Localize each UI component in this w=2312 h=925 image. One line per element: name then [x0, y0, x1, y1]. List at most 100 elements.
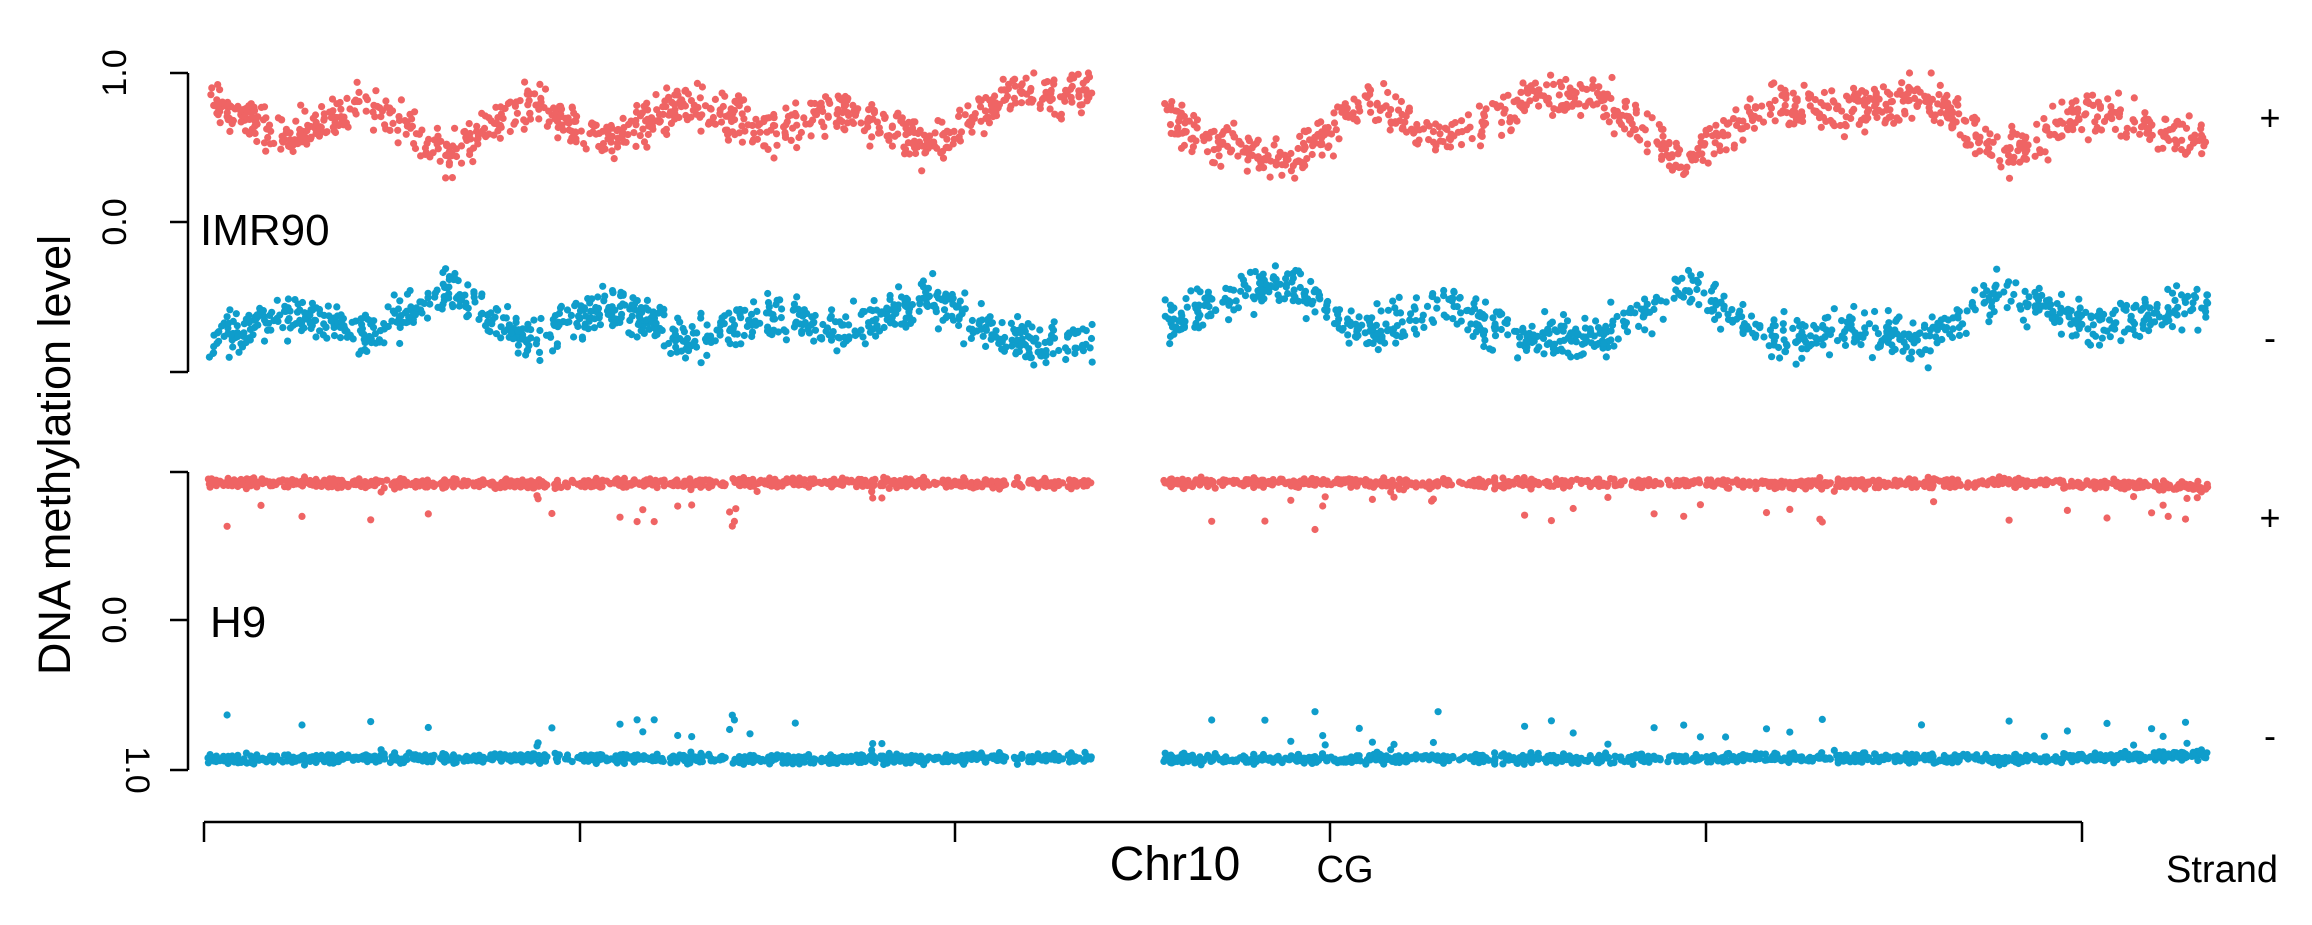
data-point: [1643, 148, 1651, 156]
data-point: [533, 336, 541, 344]
data-point: [1939, 102, 1947, 110]
data-point: [1066, 75, 1074, 83]
data-point: [1551, 326, 1559, 334]
data-point: [2078, 126, 2086, 134]
data-point: [2091, 127, 2099, 135]
data-point: [1563, 317, 1572, 325]
data-point: [2181, 298, 2190, 307]
data-point: [644, 306, 652, 314]
data-point: [2031, 302, 2039, 310]
data-point: [1306, 136, 1314, 144]
data-point: [362, 93, 370, 101]
data-point: [878, 494, 886, 502]
data-point: [1595, 92, 1603, 101]
data-point: [369, 126, 378, 134]
data-point: [524, 101, 532, 109]
data-point: [1018, 322, 1026, 331]
data-point: [1202, 295, 1210, 303]
data-point: [297, 101, 305, 109]
data-point: [1613, 107, 1621, 116]
data-point: [2053, 120, 2062, 128]
data-point: [1528, 322, 1536, 330]
data-point: [939, 154, 948, 162]
data-point: [950, 127, 958, 135]
data-point: [1993, 133, 2001, 141]
data-point: [711, 337, 719, 345]
data-point: [596, 321, 605, 329]
data-point: [1822, 117, 1830, 125]
data-point: [512, 318, 520, 326]
data-point: [784, 112, 793, 121]
data-point: [1635, 322, 1643, 330]
data-point: [2014, 147, 2022, 155]
data-point: [2204, 299, 2212, 307]
data-point: [729, 475, 737, 483]
data-point: [1522, 101, 1530, 109]
data-point: [1319, 502, 1327, 510]
data-point: [849, 119, 858, 127]
data-point: [2074, 105, 2082, 113]
data-point: [689, 329, 697, 337]
data-point: [2089, 101, 2097, 109]
data-point: [457, 295, 466, 303]
data-point: [358, 320, 366, 328]
data-point: [1755, 322, 1763, 330]
data-point: [1237, 272, 1245, 280]
data-point: [1559, 311, 1568, 319]
data-point: [1547, 71, 1555, 79]
data-point: [1798, 354, 1806, 362]
data-point: [395, 116, 404, 125]
data-point: [240, 332, 248, 340]
data-point: [1193, 124, 1201, 132]
data-point: [1532, 94, 1540, 102]
data-point: [521, 78, 529, 86]
data-point: [921, 149, 929, 157]
data-point: [1243, 167, 1251, 175]
data-point: [1419, 479, 1427, 487]
data-point: [817, 334, 826, 342]
data-point: [1368, 495, 1376, 503]
data-point: [2193, 494, 2201, 502]
data-point: [494, 127, 502, 135]
data-point: [384, 303, 392, 311]
data-point: [1648, 330, 1656, 338]
data-point: [565, 318, 573, 326]
data-point: [1952, 118, 1960, 126]
data-point: [337, 317, 346, 325]
data-point: [1693, 285, 1701, 294]
data-point: [1986, 130, 1994, 138]
data-point: [2083, 92, 2091, 100]
data-point: [2117, 132, 2125, 140]
data-point: [1772, 332, 1780, 341]
data-point: [1040, 94, 1048, 102]
data-point: [570, 109, 578, 117]
data-point: [1949, 325, 1957, 333]
data-point: [693, 79, 702, 87]
data-point: [1694, 151, 1702, 159]
data-point: [661, 97, 669, 105]
data-point: [425, 135, 433, 143]
data-point: [1641, 295, 1649, 303]
data-point: [1670, 294, 1678, 302]
data-point: [578, 335, 587, 343]
data-point: [1730, 144, 1738, 152]
data-point: [273, 296, 281, 304]
data-point: [445, 159, 453, 167]
data-point: [1503, 316, 1512, 324]
data-point: [961, 111, 969, 119]
data-point: [1067, 93, 1075, 101]
data-point: [1041, 338, 1049, 347]
data-point: [1182, 295, 1190, 303]
data-point: [367, 335, 375, 343]
data-point: [1812, 325, 1820, 333]
data-point: [625, 329, 633, 337]
data-point: [592, 130, 600, 138]
data-point: [2194, 326, 2202, 334]
data-point: [748, 121, 757, 130]
data-point: [558, 121, 566, 129]
data-point: [381, 121, 389, 129]
data-point: [765, 114, 773, 122]
data-point: [1972, 131, 1980, 139]
data-point: [839, 476, 847, 484]
data-point: [1467, 320, 1475, 328]
